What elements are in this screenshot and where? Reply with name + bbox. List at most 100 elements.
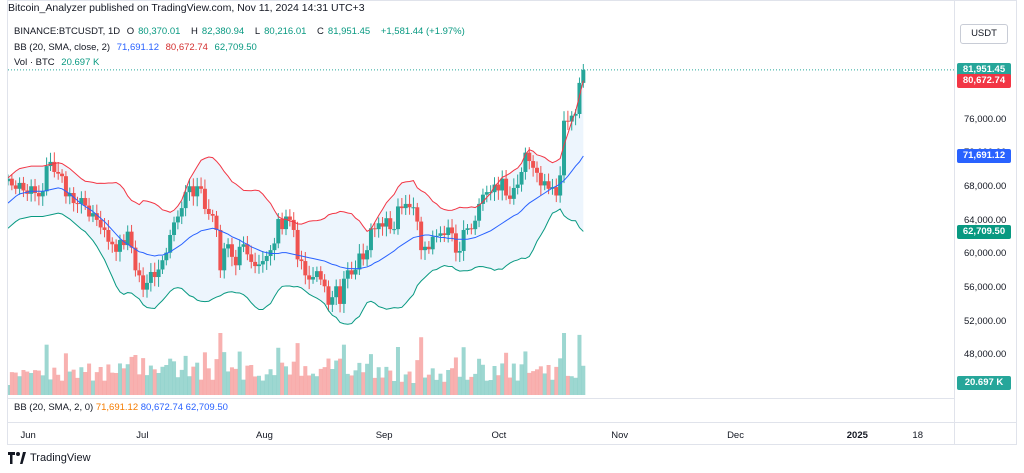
volume-bar: [141, 358, 146, 395]
currency-button[interactable]: USDT: [960, 24, 1008, 44]
volume-bar: [392, 381, 397, 395]
candle-body: [345, 270, 350, 279]
candle-body: [206, 208, 211, 214]
volume-bar: [83, 372, 88, 395]
volume-bar: [36, 370, 41, 395]
candle-body: [214, 215, 219, 230]
volume-bar: [48, 379, 53, 395]
candle-body: [260, 261, 265, 265]
volume-bar: [504, 352, 509, 395]
candle-body: [515, 184, 520, 188]
candle-body: [407, 203, 412, 208]
volume-bar: [345, 373, 350, 395]
time-tick-label: Jun: [20, 430, 36, 441]
volume-bar: [573, 377, 578, 395]
candle-body: [326, 286, 331, 305]
candle-body: [202, 188, 207, 209]
candle-body: [245, 244, 250, 255]
candle-body: [83, 198, 88, 206]
time-tick-label: Dec: [727, 430, 744, 441]
volume-bar: [562, 333, 567, 395]
price-axis-separator: [954, 0, 955, 445]
candle-body: [121, 240, 126, 246]
volume-bar: [469, 376, 474, 395]
volume-bar: [384, 366, 389, 395]
volume-bar: [542, 373, 547, 395]
candle-body: [60, 173, 65, 177]
candle-body: [222, 248, 227, 271]
candle-body: [438, 233, 443, 236]
volume-bar: [546, 365, 551, 395]
candle-body: [446, 227, 451, 236]
candle-body: [496, 184, 501, 191]
candle-body: [392, 229, 397, 231]
volume-bar: [338, 358, 343, 395]
candle-body: [457, 250, 462, 253]
volume-bar: [106, 364, 111, 395]
volume-bar: [399, 381, 404, 395]
volume-bar: [353, 370, 358, 395]
price-chart[interactable]: [8, 0, 954, 422]
volume-bar: [33, 370, 38, 395]
volume-bar: [423, 377, 428, 395]
volume-bar: [102, 380, 107, 395]
volume-bar: [438, 373, 443, 395]
candle-body: [423, 246, 428, 251]
bb-label: BB (20, SMA, close, 2): [14, 42, 111, 53]
candle-body: [562, 120, 567, 176]
candle-body: [368, 228, 373, 251]
time-tick-label: 18: [912, 430, 923, 441]
volume-bar: [465, 379, 470, 395]
candle-body: [338, 286, 343, 304]
volume-bar: [94, 372, 99, 395]
candle-body: [110, 241, 115, 245]
candle-body: [17, 182, 22, 189]
candle-body: [318, 271, 323, 280]
volume-bar: [284, 366, 289, 395]
volume-bar: [330, 369, 335, 395]
volume-bar: [71, 369, 76, 395]
bb-basis-value: 71,691.12: [116, 42, 159, 53]
volume-bar: [550, 379, 555, 395]
candle-body: [249, 254, 254, 262]
candle-body: [199, 186, 204, 189]
symbol-name[interactable]: BINANCE:BTCUSDT, 1D: [14, 26, 121, 37]
volume-bar: [67, 371, 72, 395]
bb-bottom-legend[interactable]: BB (20, SMA, 2, 0) 71,691.12 80,672.74 6…: [14, 402, 228, 413]
candle-body: [504, 178, 509, 196]
volume-bar: [496, 375, 501, 395]
volume-bar: [40, 375, 45, 395]
volume-bar: [114, 373, 119, 395]
candle-body: [569, 115, 574, 122]
candle-body: [531, 161, 536, 168]
bb-legend-line[interactable]: BB (20, SMA, close, 2) 71,691.12 80,672.…: [14, 42, 261, 53]
volume-legend-line[interactable]: Vol · BTC 20.697 K: [14, 57, 103, 68]
price-tick-label: 56,000.00: [964, 281, 1007, 293]
candle-body: [349, 270, 354, 275]
candle-body: [519, 171, 524, 185]
candle-body: [372, 228, 377, 230]
candle-body: [376, 223, 381, 230]
volume-bar: [241, 379, 246, 395]
candle-body: [129, 231, 134, 248]
volume-bar: [233, 368, 238, 395]
time-tick-label: Nov: [611, 430, 629, 441]
volume-bar: [577, 334, 582, 395]
volume-bar: [307, 375, 312, 395]
volume-bar: [287, 374, 292, 395]
volume-bar: [380, 377, 385, 395]
candle-body: [137, 270, 142, 276]
volume-bar: [156, 373, 161, 395]
candle-body: [160, 260, 165, 270]
volume-bar: [98, 367, 103, 395]
candle-body: [33, 186, 38, 193]
bb-upper-line: [8, 80, 584, 232]
footer-brand[interactable]: TradingView: [8, 452, 91, 464]
candle-body: [29, 186, 34, 194]
candle-body: [341, 278, 346, 304]
candle-body: [183, 192, 188, 209]
price-tick-label: 52,000.00: [964, 315, 1007, 327]
volume-bar: [276, 347, 281, 395]
candle-body: [461, 229, 466, 251]
volume-bar: [226, 371, 231, 395]
